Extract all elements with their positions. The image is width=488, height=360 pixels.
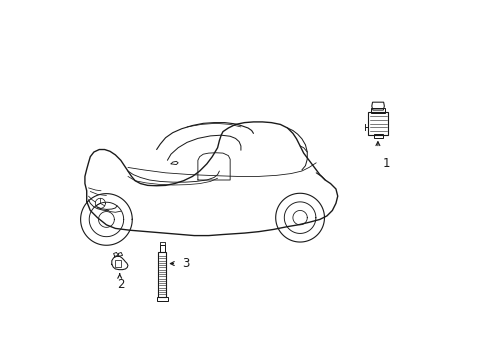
- Bar: [115, 260, 121, 267]
- Bar: [367, 112, 387, 135]
- Bar: [157, 297, 167, 301]
- Bar: [160, 245, 164, 252]
- Bar: [158, 252, 166, 297]
- Bar: [370, 108, 385, 113]
- Bar: [373, 134, 382, 138]
- Text: 1: 1: [382, 157, 389, 170]
- Text: 2: 2: [117, 278, 124, 291]
- Text: 3: 3: [182, 257, 189, 270]
